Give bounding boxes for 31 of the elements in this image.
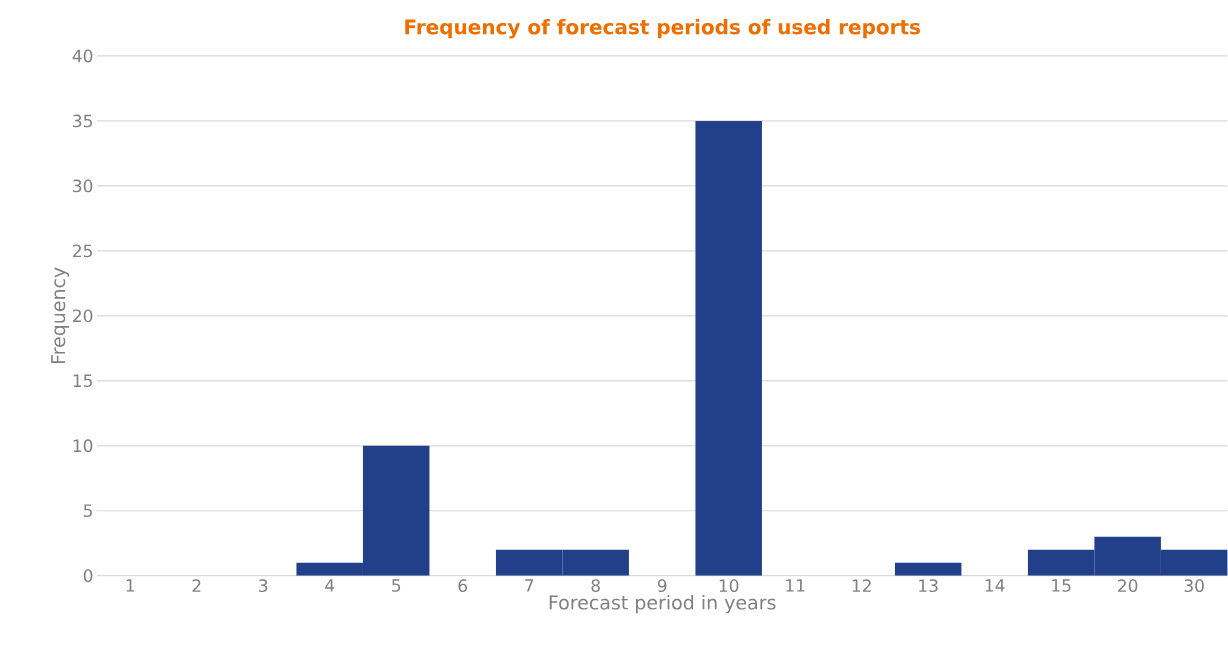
y-tick-label: 5: [83, 504, 92, 518]
x-tick-label: 10: [719, 579, 739, 593]
x-tick-label: 13: [919, 579, 938, 593]
x-tick-label: 4: [325, 579, 335, 592]
y-tick-label: 10: [73, 439, 93, 453]
x-tick-label: 30: [1184, 579, 1204, 593]
y-tick-label: 25: [73, 244, 92, 258]
x-axis-title: Forecast period in years: [549, 595, 776, 614]
x-tick-label: 2: [192, 579, 201, 592]
x-tick-label: 9: [657, 579, 667, 593]
y-tick-label: 0: [83, 569, 93, 583]
x-tick-label: 15: [1052, 579, 1071, 593]
x-tick-label: 14: [985, 579, 1005, 592]
x-tick-label: 12: [852, 579, 871, 592]
y-tick-label: 40: [72, 49, 93, 63]
y-tick-label: 20: [73, 309, 93, 323]
chart-title: Frequency of forecast periods of used reports: [405, 19, 920, 39]
x-tick-label: 7: [525, 579, 534, 592]
y-axis-title: Frequency: [51, 267, 69, 364]
bar: [894, 562, 962, 576]
y-tick-label: 15: [73, 374, 92, 388]
bar: [695, 121, 762, 576]
x-tick-label: 5: [392, 579, 401, 593]
y-tick-label: 35: [73, 114, 92, 128]
x-tick-label: 8: [591, 579, 600, 593]
x-tick-label: 1: [126, 579, 135, 592]
y-tick-label: 30: [73, 179, 93, 193]
x-tick-label: 20: [1118, 579, 1138, 593]
x-tick-label: 11: [786, 579, 805, 592]
x-tick-label: 6: [458, 579, 468, 593]
x-tick-label: 3: [259, 579, 268, 593]
